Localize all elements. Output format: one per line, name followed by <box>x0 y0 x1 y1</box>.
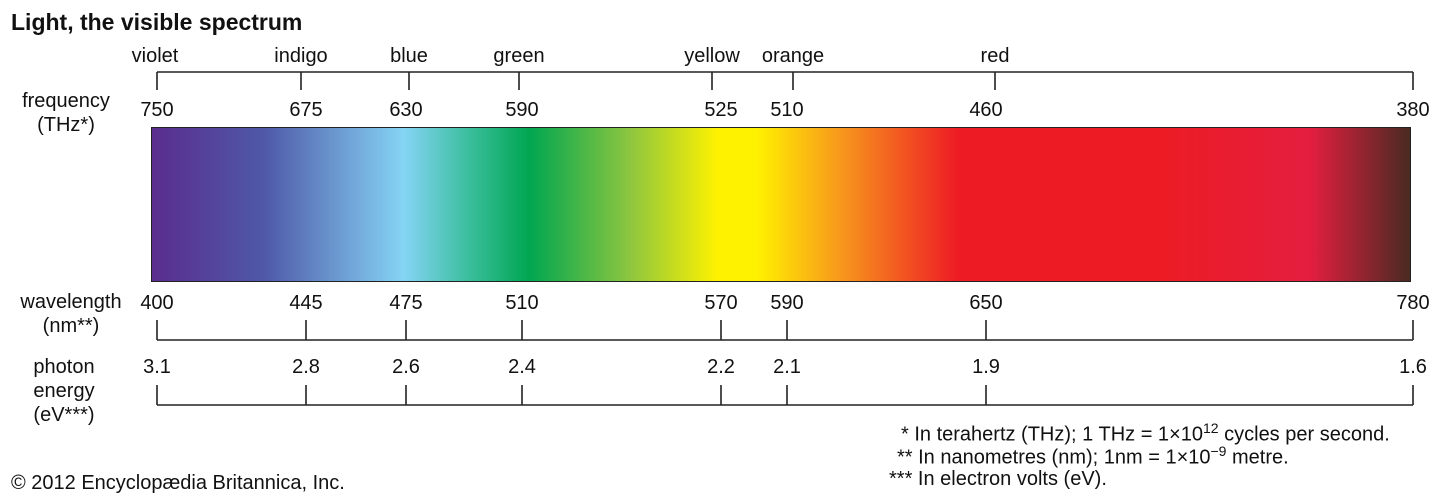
energy-label-line2: energy <box>33 380 95 402</box>
diagram-title: Light, the visible spectrum <box>11 9 303 35</box>
frequency-row-label: frequency (THz*) <box>10 89 122 137</box>
energy-tick-label: 2.6 <box>392 356 420 378</box>
copyright-notice: © 2012 Encyclopædia Britannica, Inc. <box>11 472 345 494</box>
energy-tick-label: 2.8 <box>292 356 320 378</box>
wavelength-tick-label: 650 <box>969 292 1003 314</box>
frequency-label-line1: frequency <box>22 90 110 112</box>
wavelength-label-line1: wavelength <box>20 291 122 313</box>
wavelength-tick-label: 445 <box>289 292 323 314</box>
energy-tick-label: 2.2 <box>707 356 735 378</box>
color-name-green: green <box>493 45 545 67</box>
wavelength-label-line2: (nm**) <box>42 315 100 337</box>
frequency-tick-label: 460 <box>969 99 1003 121</box>
wavelength-tick-label: 570 <box>704 292 738 314</box>
color-name-orange: orange <box>761 45 825 67</box>
frequency-tick-label: 675 <box>289 99 323 121</box>
wavelength-tick-label: 780 <box>1396 292 1430 314</box>
color-name-violet: violet <box>131 45 179 67</box>
frequency-tick-label: 525 <box>704 99 738 121</box>
color-name-blue: blue <box>390 45 428 67</box>
frequency-tick-label: 510 <box>770 99 804 121</box>
energy-tick-label: 2.1 <box>773 356 801 378</box>
wavelength-tick-label: 510 <box>505 292 539 314</box>
energy-tick-label: 2.4 <box>508 356 536 378</box>
energy-tick-label: 3.1 <box>143 356 171 378</box>
color-name-indigo: indigo <box>274 45 328 67</box>
footnote-terahertz: * In terahertz (THz); 1 THz = 1×1012 cyc… <box>901 420 1390 446</box>
energy-label-line3: (eV***) <box>33 404 95 426</box>
frequency-tick-label: 630 <box>389 99 423 121</box>
footnote-electron-volts: *** In electron volts (eV). <box>889 468 1107 490</box>
energy-label-line1: photon <box>33 356 95 378</box>
wavelength-tick-label: 400 <box>140 292 174 314</box>
energy-tick-label: 1.6 <box>1399 356 1427 378</box>
energy-row-label: photon energy (eV***) <box>14 355 114 427</box>
wavelength-row-label: wavelength (nm**) <box>6 290 136 338</box>
spectrum-band <box>151 127 1411 282</box>
color-name-red: red <box>980 45 1010 67</box>
footnote-nanometres: ** In nanometres (nm); 1nm = 1×10−9 metr… <box>897 443 1289 469</box>
wavelength-tick-label: 590 <box>770 292 804 314</box>
wavelength-tick-label: 475 <box>389 292 423 314</box>
energy-tick-label: 1.9 <box>972 356 1000 378</box>
frequency-tick-label: 590 <box>505 99 539 121</box>
frequency-label-line2: (THz*) <box>37 114 95 136</box>
frequency-tick-label: 380 <box>1396 99 1430 121</box>
frequency-tick-label: 750 <box>140 99 174 121</box>
color-name-yellow: yellow <box>684 45 740 67</box>
